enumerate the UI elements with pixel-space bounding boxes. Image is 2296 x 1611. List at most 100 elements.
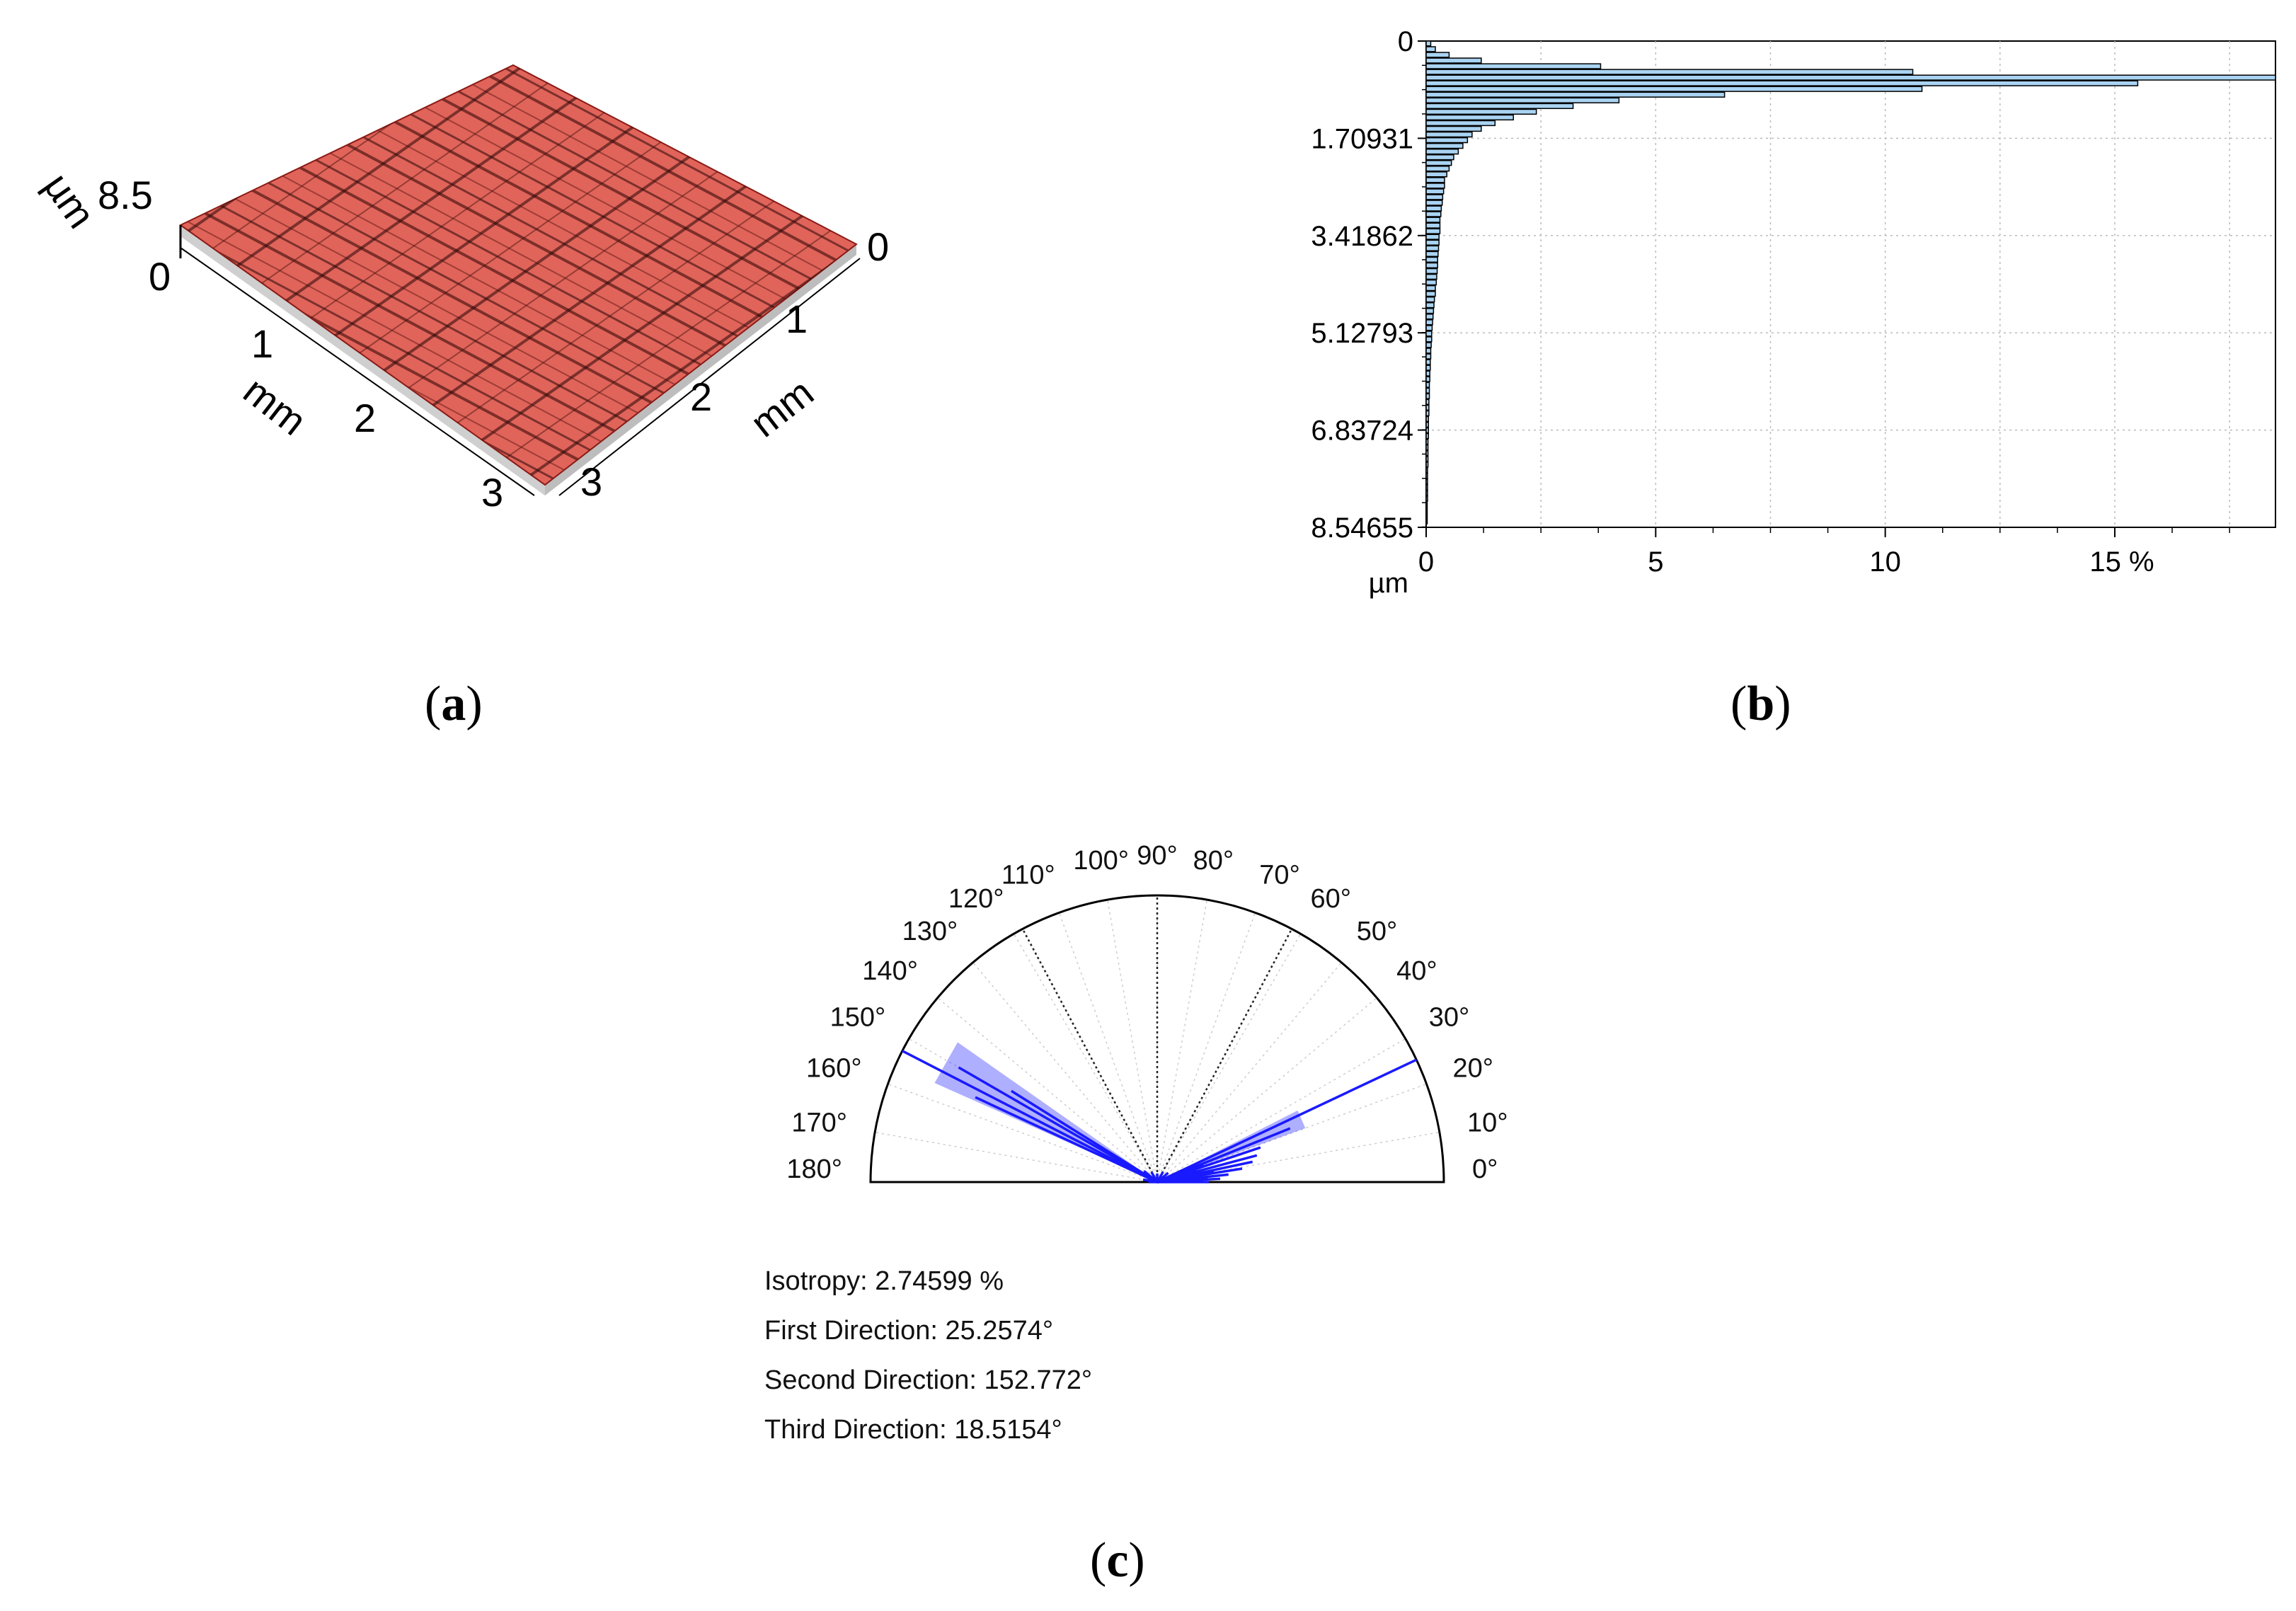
histogram-bar [1426, 485, 1428, 490]
polar-spoke [973, 963, 1157, 1182]
histogram-bar [1426, 155, 1454, 160]
histogram-bar [1426, 513, 1428, 518]
histogram-bar [1426, 348, 1430, 353]
z-max-label: 8.5 [98, 173, 153, 217]
histogram-bar [1426, 496, 1428, 501]
histogram-bar [1426, 491, 1428, 495]
histogram-bar [1426, 251, 1438, 256]
caption-b: (b) [1730, 676, 1791, 733]
histogram-bar [1426, 417, 1428, 422]
histogram-bar [1426, 92, 1725, 97]
histogram-bar [1426, 81, 2137, 86]
histogram-bar [1426, 195, 1442, 200]
angle-label: 0° [1472, 1154, 1498, 1184]
angle-label: 20° [1452, 1054, 1493, 1084]
x-tick-label: 10 [1869, 546, 1901, 578]
polar-panel: 0° 10° 20° 30° 40° 50° 60° 70° 80° 90° 100° 110° 120… [743, 800, 1557, 1225]
histogram-bar [1426, 297, 1435, 302]
histogram-bar [1426, 423, 1428, 428]
histogram-bar [1426, 365, 1430, 370]
y-tick-label: 8.54655 [1311, 512, 1413, 544]
histogram-bar [1426, 229, 1440, 234]
histogram-bar [1426, 183, 1445, 188]
histogram-bar [1426, 388, 1430, 393]
histogram-bar [1426, 371, 1430, 376]
y-tick-label: 0 [1398, 26, 1413, 57]
second-direction-text: Second Direction: 152.772° [764, 1355, 1092, 1405]
histogram-bar [1426, 269, 1437, 274]
histogram-bar [1426, 69, 1913, 74]
histogram-bar [1426, 98, 1619, 103]
histogram-bar [1426, 47, 1435, 52]
x-tick-3: 3 [481, 470, 503, 515]
histogram-bar [1426, 149, 1458, 154]
histogram-bar [1426, 457, 1428, 461]
histogram-bar [1426, 257, 1437, 262]
histogram-bar [1426, 127, 1481, 132]
z-unit-label: µm [35, 165, 104, 236]
angle-label: 150° [830, 1003, 886, 1033]
histogram-bar [1426, 309, 1433, 314]
x-tick-label: 0 [1418, 546, 1434, 578]
histogram-bar [1426, 234, 1439, 239]
polar-spoke [1108, 900, 1157, 1182]
angle-label: 110° [1001, 861, 1055, 890]
histogram-bar [1426, 394, 1430, 399]
angle-label: 40° [1396, 956, 1437, 986]
histogram-bar [1426, 144, 1463, 149]
isotropy-text: Isotropy: 2.74599 % [764, 1256, 1092, 1306]
histogram-bar [1426, 377, 1430, 382]
histogram-bar [1426, 411, 1429, 415]
y-tick-0: 0 [867, 224, 889, 269]
y-tick-3: 3 [580, 459, 602, 504]
histogram-bar [1426, 280, 1436, 285]
caption-a: (a) [425, 676, 483, 733]
angle-label: 50° [1357, 917, 1397, 946]
histogram-bar [1426, 121, 1495, 126]
histogram-bar [1426, 382, 1430, 387]
histogram-bar [1426, 115, 1513, 120]
histogram-bar [1426, 519, 1428, 524]
angle-label: 130° [902, 917, 958, 946]
histogram-bar [1426, 246, 1439, 251]
surface-3d-plot: 8.5 0 µm 1 2 3 mm 0 1 2 3 mm [0, 0, 920, 566]
histogram-bar [1426, 303, 1434, 308]
y-tick-label: 1.70931 [1311, 123, 1413, 154]
histogram-bar [1426, 103, 1573, 108]
histogram-bar [1426, 445, 1428, 450]
y-tick-label: 6.83724 [1311, 415, 1413, 447]
histogram-bar [1426, 434, 1428, 439]
histogram-bar [1426, 206, 1441, 211]
angle-label: 70° [1259, 861, 1299, 890]
histogram-bar [1426, 178, 1445, 183]
polar-spoke [1157, 998, 1377, 1182]
x-tick-label: 15 % [2089, 546, 2154, 578]
z-min-label: 0 [149, 254, 171, 299]
height-histogram: 01.709313.418625.127936.837248.546550 5 10… [1203, 0, 2296, 623]
histogram-bar [1426, 263, 1437, 268]
angle-label: 120° [948, 884, 1004, 914]
histogram-bar [1426, 508, 1428, 512]
histogram-bar [1426, 502, 1428, 507]
histogram-bar [1426, 337, 1432, 342]
histogram-bar [1426, 189, 1444, 194]
histogram-bar [1426, 138, 1467, 143]
histogram-bar [1426, 52, 1449, 57]
polar-spoke [1157, 900, 1207, 1182]
histogram-bar [1426, 360, 1430, 365]
histogram-bar [1426, 405, 1429, 410]
histogram-bar [1426, 166, 1449, 171]
histogram-bar [1426, 75, 2275, 80]
y-unit-label: µm [1369, 568, 1408, 599]
polar-spoke [1157, 963, 1341, 1182]
histogram-bar [1426, 331, 1432, 336]
histogram-bar [1426, 109, 1537, 114]
histogram-panel: 0 1.70931 3.41862 5.12793 6.83724 8.54655 0 5 10… [1203, 0, 2296, 623]
histogram-bar [1426, 275, 1437, 280]
histogram-bar [1426, 292, 1435, 297]
texture-direction-polar: 0° 10° 20° 30° 40° 50°60° 70° 80° 90° 100° 110°120… [743, 800, 1557, 1225]
histogram-bar [1426, 479, 1428, 484]
y-tick-label: 3.41862 [1311, 221, 1413, 252]
histogram-bar [1426, 132, 1472, 137]
angle-label: 160° [806, 1054, 862, 1084]
